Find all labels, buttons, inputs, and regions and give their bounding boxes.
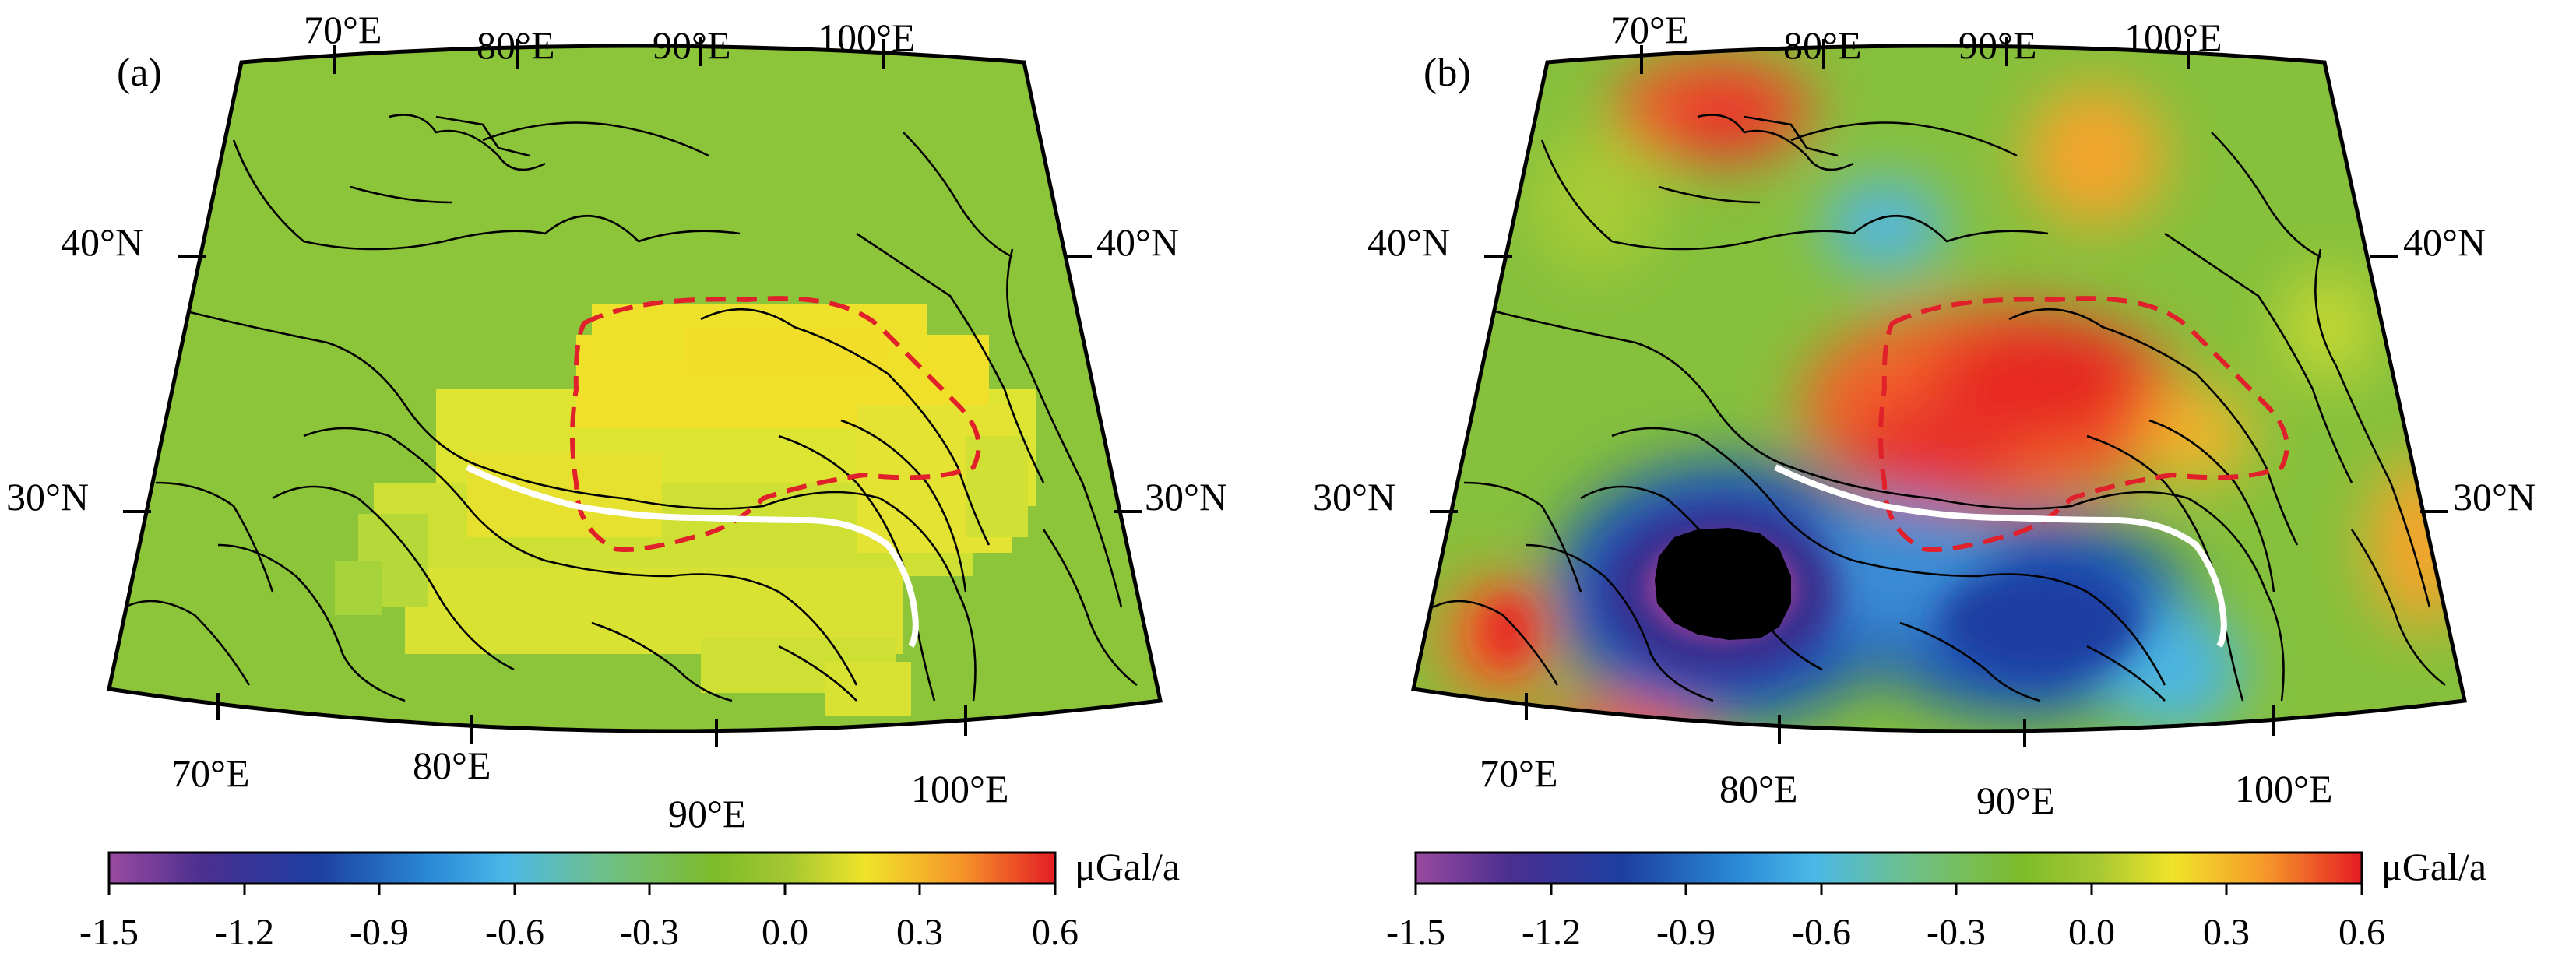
panel-b-cb-tick-6: 0.3	[2203, 912, 2250, 953]
panel-b-negative-core	[1655, 528, 1791, 640]
panel-a-lon-bottom-100: 100°E	[911, 767, 1009, 811]
panel-b-cb-unit: μGal/a	[2381, 845, 2486, 888]
panel-a-lon-bottom-70: 70°E	[171, 751, 250, 795]
panel-b-cb-tick-1: -1.2	[1522, 912, 1581, 953]
panel-b-field	[1413, 46, 2465, 732]
panel-a-cb-tick-0: -1.5	[79, 912, 139, 953]
panel-a-cb-tick-7: 0.6	[1032, 912, 1079, 953]
panel-a-white-fault	[466, 464, 919, 648]
panel-b-lon-top-90: 90°E	[1958, 23, 2037, 67]
panel-a-lat-right-40: 40°N	[1096, 220, 1179, 264]
panel-a-cb-tick-3: -0.6	[485, 912, 544, 953]
panel-b-lon-bottom-90: 90°E	[1976, 779, 2055, 822]
panel-b-label: (b)	[1423, 51, 1471, 95]
panel-b-cb-tick-5: 0.0	[2068, 912, 2115, 953]
panel-b-boundaries	[1432, 114, 2446, 702]
panel-a-map: (a) 70°E 80°E 90°E 100°E 70°E 80°E 90°E …	[6, 8, 1227, 953]
panel-a-dashed-boundary	[570, 296, 981, 552]
panel-b-lon-bottom-70: 70°E	[1480, 751, 1558, 795]
panel-b-lon-bottom-80: 80°E	[1719, 767, 1798, 811]
panel-a-lon-top-90: 90°E	[653, 23, 731, 67]
panel-a-cb-tick-4: -0.3	[620, 912, 679, 953]
panel-a-cb-tick-6: 0.3	[896, 912, 943, 953]
panel-b-white-fault	[1774, 464, 2227, 648]
panel-a-ticks	[123, 37, 1142, 747]
panel-b-lon-top-80: 80°E	[1783, 23, 1862, 67]
panel-a-lon-bottom-80: 80°E	[413, 744, 491, 787]
panel-b-cb-tick-0: -1.5	[1386, 912, 1445, 953]
panel-b-lon-top-100: 100°E	[2124, 16, 2222, 59]
panel-b-cb-tick-3: -0.6	[1792, 912, 1851, 953]
panel-a-field	[109, 46, 1160, 732]
panel-a-lat-left-40: 40°N	[61, 220, 143, 264]
panel-a-colorbar: -1.5 -1.2 -0.9 -0.6 -0.3 0.0 0.3 0.6 μGa…	[79, 845, 1180, 953]
panel-a-cb-unit: μGal/a	[1075, 845, 1180, 888]
panel-b-lat-left-30: 30°N	[1313, 475, 1395, 519]
panel-a-lon-top-80: 80°E	[477, 23, 555, 67]
panel-a-cb-tick-5: 0.0	[762, 912, 808, 953]
panel-a-positive-anomaly	[335, 304, 1036, 716]
panel-a-label: (a)	[117, 51, 162, 95]
panel-b-lat-right-40: 40°N	[2403, 220, 2486, 264]
panel-b-lat-left-40: 40°N	[1367, 220, 1450, 264]
panel-b-lat-right-30: 30°N	[2453, 475, 2536, 519]
panel-b-smooth-field	[1441, 55, 2465, 732]
panel-a-lon-bottom-90: 90°E	[668, 792, 747, 835]
panel-a-lon-top-70: 70°E	[304, 8, 382, 51]
panel-b-ticks	[1430, 37, 2448, 747]
panel-a-cb-tick-1: -1.2	[215, 912, 274, 953]
panel-a-lon-top-100: 100°E	[818, 16, 916, 59]
panel-b-lon-bottom-100: 100°E	[2235, 767, 2333, 811]
panel-a-boundaries	[124, 114, 1138, 702]
panel-a-lat-right-30: 30°N	[1145, 475, 1227, 519]
panel-b-map: (b) 70°E 80°E 90°E 100°E 70°E 80°E 90°E …	[1313, 8, 2536, 953]
panel-b-colorbar: -1.5 -1.2 -0.9 -0.6 -0.3 0.0 0.3 0.6 μGa…	[1386, 845, 2486, 953]
panel-b-dashed-boundary	[1878, 296, 2289, 552]
panel-a-lat-left-30: 30°N	[6, 475, 89, 519]
panel-a-cb-tick-2: -0.9	[350, 912, 409, 953]
panel-b-cb-tick-4: -0.3	[1927, 912, 1986, 953]
panel-b-cb-tick-7: 0.6	[2338, 912, 2385, 953]
panel-b-lon-top-70: 70°E	[1610, 8, 1689, 51]
panel-b-cb-tick-2: -0.9	[1656, 912, 1716, 953]
